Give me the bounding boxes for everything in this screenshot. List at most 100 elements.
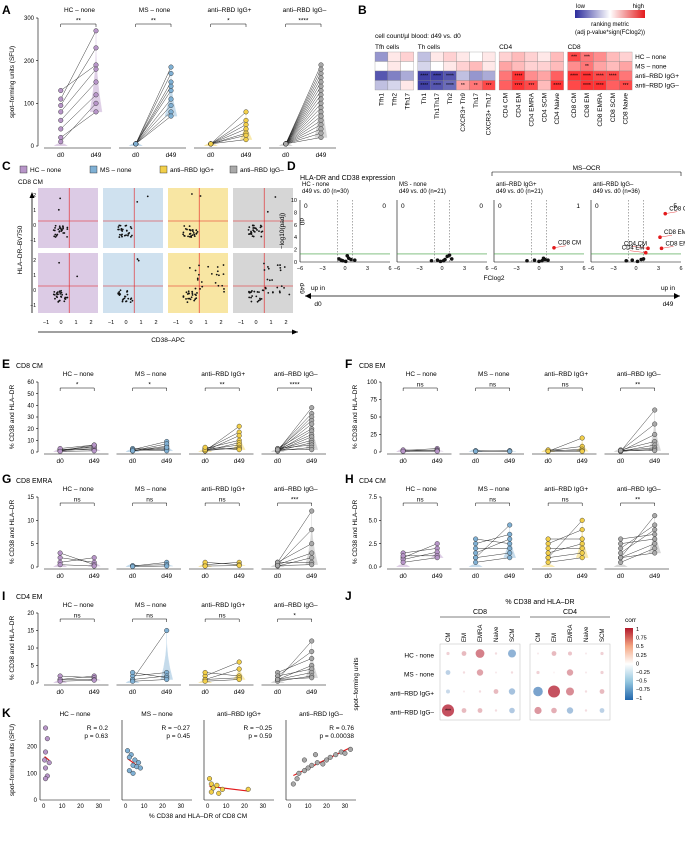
cell-event-dot bbox=[263, 262, 265, 265]
corr-dot bbox=[493, 689, 499, 694]
heatmap-cell bbox=[550, 51, 564, 62]
d0-point bbox=[545, 555, 551, 561]
d49-point bbox=[579, 517, 585, 523]
pair-line bbox=[205, 677, 240, 680]
pair-line bbox=[620, 423, 655, 451]
y-tick-label: −1 bbox=[30, 238, 36, 244]
cell-event-dot bbox=[59, 197, 62, 200]
pair-line bbox=[210, 124, 247, 145]
x-tick-label: d49 bbox=[577, 573, 588, 580]
d0-point bbox=[473, 536, 479, 542]
scatter-point bbox=[137, 765, 143, 771]
pair-line bbox=[403, 548, 438, 554]
pair-line bbox=[285, 77, 322, 144]
d49-point bbox=[309, 508, 315, 514]
d49-point bbox=[318, 70, 324, 76]
up-in-d0: up in bbox=[311, 285, 325, 292]
volcano-point bbox=[630, 258, 635, 262]
x-tick-label: 30 bbox=[96, 804, 103, 810]
pair-line bbox=[60, 445, 95, 452]
d49-point bbox=[309, 656, 315, 662]
corr-dot bbox=[536, 670, 540, 675]
corr-legend-tick: −0.5 bbox=[636, 679, 647, 685]
d49-point bbox=[318, 88, 324, 94]
pair-line bbox=[277, 529, 312, 565]
significance-stars: *** bbox=[571, 55, 577, 61]
pair-line bbox=[210, 139, 247, 145]
d0-point bbox=[57, 448, 63, 454]
up-count: 0 bbox=[479, 203, 483, 210]
group-title: anti–RBD IgG+ bbox=[201, 486, 245, 493]
cell-event-dot bbox=[61, 293, 64, 296]
d49-point bbox=[652, 536, 658, 542]
cell-event-dot bbox=[182, 296, 185, 298]
cell-event-dot bbox=[258, 291, 260, 294]
d49-point bbox=[434, 555, 440, 561]
d0-point bbox=[618, 536, 624, 542]
pair-line bbox=[285, 103, 322, 145]
pair-line bbox=[277, 510, 312, 563]
x-tick-label: 20 bbox=[159, 804, 166, 810]
cell-event-dot bbox=[58, 230, 61, 233]
cell-event-dot bbox=[256, 291, 259, 293]
significance-stars: *** bbox=[528, 83, 534, 89]
group-title: anti–RBD IgG+ bbox=[208, 7, 252, 14]
pair-line bbox=[285, 120, 322, 145]
heatmap-cell bbox=[430, 61, 444, 72]
significance-stars: **** bbox=[583, 74, 591, 80]
cell-event-dot bbox=[191, 193, 193, 195]
x-tick-label: 1 bbox=[269, 320, 272, 326]
heatmap-col-label: CD8 CM bbox=[571, 93, 578, 118]
cell-event-dot bbox=[279, 269, 282, 272]
d0-point bbox=[202, 678, 208, 684]
heatmap-cell bbox=[374, 70, 389, 81]
d49-point bbox=[309, 649, 315, 655]
cell-event-dot bbox=[125, 234, 127, 237]
heatmap-col-label: CD4 EM bbox=[515, 93, 522, 118]
y-tick-label: 2 bbox=[33, 258, 36, 264]
sig-label: ns bbox=[562, 382, 570, 389]
x-tick-label: d0 bbox=[274, 573, 282, 580]
corr-legend-tick: −0.25 bbox=[636, 670, 650, 676]
matrix-col-label: SCM bbox=[510, 629, 516, 642]
cell-event-dot bbox=[197, 273, 200, 276]
cell-event-dot bbox=[192, 231, 195, 234]
heatmap-col-label: CD4 EMRA bbox=[528, 92, 535, 126]
corr-dot bbox=[495, 671, 497, 674]
group-title: anti–RBD IgG– bbox=[617, 371, 661, 378]
scatter-point bbox=[320, 761, 326, 767]
matrix-col-label: EM bbox=[552, 633, 558, 642]
pair-line bbox=[60, 552, 95, 565]
pair-line bbox=[277, 651, 312, 677]
cell-event-dot bbox=[283, 266, 286, 268]
scatter-point bbox=[245, 786, 251, 792]
y-tick-label: 10 bbox=[27, 519, 34, 525]
cell-event-dot bbox=[121, 300, 124, 303]
cell-event-dot bbox=[250, 233, 253, 235]
cell-event-dot bbox=[118, 294, 121, 297]
d0-point bbox=[618, 545, 624, 551]
d0-point bbox=[58, 126, 64, 132]
pair-line bbox=[135, 111, 172, 145]
d49-point bbox=[652, 527, 658, 533]
heatmap-cell bbox=[537, 70, 551, 81]
pair-line bbox=[285, 86, 322, 144]
cell-event-dot bbox=[248, 296, 251, 299]
d49-point bbox=[309, 638, 315, 644]
cell-event-dot bbox=[196, 292, 198, 294]
significance-stars: ** bbox=[474, 83, 478, 89]
arrow-head bbox=[674, 293, 680, 299]
x-tick-label: d49 bbox=[432, 573, 443, 580]
d49-point bbox=[309, 555, 315, 561]
pair-line bbox=[548, 529, 583, 544]
heatmap-col-label: Th1Th17 bbox=[434, 93, 441, 119]
label-leader bbox=[553, 245, 567, 248]
x-tick-label: 20 bbox=[241, 804, 248, 810]
x-tick-label: 10 bbox=[223, 804, 230, 810]
y-tick-label: 75 bbox=[370, 398, 377, 404]
x-tick-label: d49 bbox=[241, 152, 252, 159]
panel-subtitle: CD8 CM bbox=[18, 179, 43, 186]
x-tick-label: −6 bbox=[588, 266, 594, 272]
group-title: HC – none bbox=[406, 371, 437, 378]
cell-event-dot bbox=[222, 273, 225, 276]
